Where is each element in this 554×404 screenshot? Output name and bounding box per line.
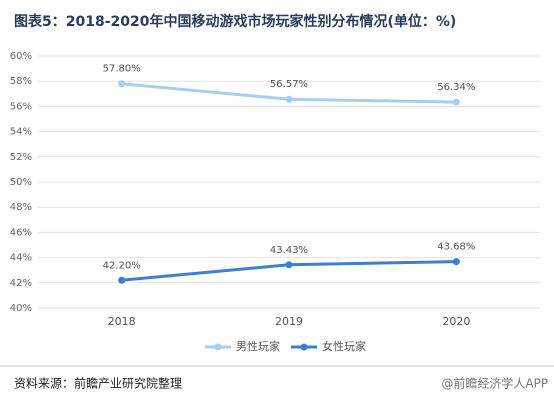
x-tick-label: 2019 [275, 315, 303, 328]
data-label: 43.43% [270, 245, 308, 256]
x-tick-label: 2020 [442, 315, 470, 328]
legend-label: 女性玩家 [322, 339, 366, 353]
point [452, 258, 460, 266]
legend-marker [300, 343, 308, 351]
y-tick-label: 52% [10, 152, 32, 163]
y-tick-label: 42% [10, 278, 32, 289]
x-tick-label: 2018 [108, 315, 136, 328]
data-label: 56.34% [437, 82, 475, 93]
point [285, 95, 293, 103]
y-tick-label: 48% [10, 202, 32, 213]
y-tick-label: 56% [10, 101, 32, 112]
legend-label: 男性玩家 [236, 339, 280, 353]
data-label: 56.57% [270, 79, 308, 90]
point [118, 80, 126, 88]
y-tick-label: 54% [10, 127, 32, 138]
legend-marker [214, 343, 222, 351]
y-tick-label: 60% [10, 51, 32, 62]
y-tick-label: 58% [10, 76, 32, 87]
y-tick-label: 46% [10, 227, 32, 238]
y-tick-label: 40% [10, 303, 32, 314]
source: 资料来源：前瞻产业研究院整理 [14, 376, 182, 391]
data-label: 43.68% [437, 242, 475, 253]
data-label: 42.20% [103, 260, 141, 271]
chart-title: 图表5：2018-2020年中国移动游戏市场玩家性别分布情况(单位：%) [14, 13, 456, 30]
point [118, 276, 126, 284]
point [285, 261, 293, 269]
point [452, 98, 460, 106]
y-tick-label: 50% [10, 177, 32, 188]
credit: @前瞻经济学人APP [441, 376, 548, 391]
data-label: 57.80% [103, 64, 141, 75]
y-tick-label: 44% [10, 253, 32, 264]
